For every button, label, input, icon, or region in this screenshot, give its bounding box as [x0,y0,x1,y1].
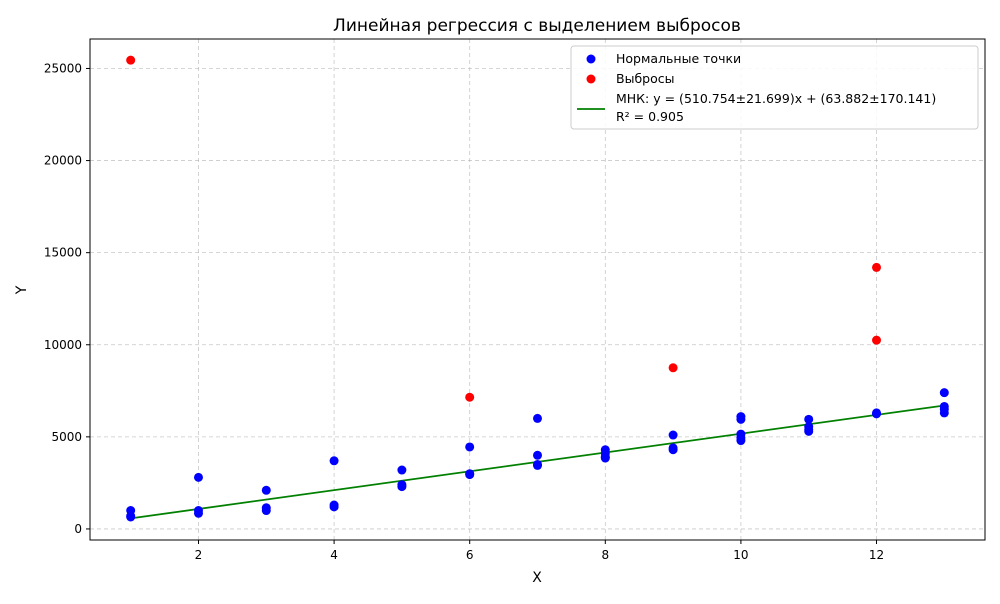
normal-point [939,388,949,398]
legend: Нормальные точки Выбросы МНК: y = (510.7… [570,45,979,130]
y-tick-label: 20000 [44,154,82,168]
legend-outlier-marker [586,74,596,84]
normal-point [804,426,814,436]
normal-point [872,409,882,419]
outlier-point [872,335,882,345]
y-tick-label: 0 [74,522,82,536]
normal-point [533,413,542,423]
normal-point [261,485,271,495]
normal-point [261,506,271,516]
x-tick-label: 12 [869,548,884,562]
normal-point [533,460,542,470]
y-axis: 0 5000 10000 15000 20000 25000 [44,61,90,536]
normal-point [668,445,678,455]
normal-point [329,502,339,512]
y-tick-label: 10000 [44,338,82,352]
normal-point [736,414,746,424]
y-tick-label: 15000 [44,246,82,260]
x-tick-label: 10 [733,548,748,562]
normal-point [668,430,678,440]
normal-point [533,450,542,460]
y-tick-label: 5000 [51,430,82,444]
x-tick-label: 4 [330,548,338,562]
normal-point [397,465,407,475]
normal-point [193,508,203,518]
normal-point [939,408,949,418]
outlier-point [465,392,475,402]
outlier-point [668,363,678,373]
x-axis-label: X [532,570,542,586]
y-axis-label: Y [14,285,30,295]
x-axis: 2 4 6 8 10 12 [195,540,884,562]
legend-box [570,45,979,130]
x-tick-label: 2 [195,548,203,562]
normal-point [465,442,475,452]
scatter-points-layer [126,55,949,522]
normal-point [329,456,339,466]
normal-point [804,414,814,424]
outlier-point [126,55,136,65]
normal-point [397,482,407,492]
normal-point [736,436,746,446]
normal-point [193,472,203,482]
normal-point [126,512,136,522]
outlier-point [872,262,882,272]
chart-title: Линейная регрессия с выделением выбросов [333,16,741,36]
plot-frame [89,38,986,541]
y-tick-label: 25000 [44,61,82,75]
x-tick-label: 8 [601,548,609,562]
normal-point [600,453,610,463]
legend-fit-label: МНК: y = (510.754±21.699)x + (63.882±170… [616,91,936,106]
x-tick-label: 6 [466,548,474,562]
normal-point [465,470,475,480]
legend-outlier-label: Выбросы [616,71,674,86]
legend-normal-marker [586,54,596,64]
legend-normal-label: Нормальные точки [616,51,741,66]
legend-fit-r2: R² = 0.905 [616,109,684,124]
